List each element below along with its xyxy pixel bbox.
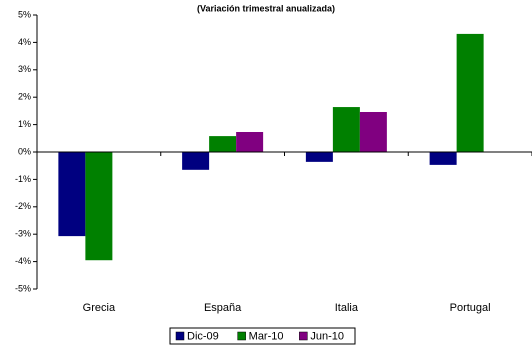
legend-swatch: [175, 331, 185, 341]
y-tick-label: -4%: [15, 256, 31, 266]
y-tick-label: -3%: [15, 229, 31, 239]
bar: [305, 152, 333, 162]
bar: [456, 33, 484, 152]
y-tick-label: 3%: [18, 64, 31, 74]
y-tick-label: 0%: [18, 146, 31, 156]
bar: [182, 152, 210, 170]
y-tick-label: 4%: [18, 37, 31, 47]
bar: [429, 152, 457, 165]
x-tick-label: Portugal: [450, 302, 491, 314]
bar: [85, 152, 113, 261]
legend-label: Dic-09: [187, 330, 219, 342]
x-tick-label: España: [204, 302, 242, 314]
bar: [209, 136, 237, 152]
legend-swatch: [237, 331, 246, 341]
legend-swatch: [299, 331, 308, 341]
y-tick-label: 1%: [18, 119, 31, 129]
x-tick-label: Italia: [335, 302, 359, 314]
bar: [332, 107, 360, 152]
bar: [236, 131, 264, 152]
y-tick-label: -2%: [15, 201, 31, 211]
legend-label: Jun-10: [310, 330, 344, 342]
y-tick-label: 5%: [18, 9, 31, 19]
y-tick-label: 2%: [18, 92, 31, 102]
legend-box: [169, 327, 356, 345]
bar: [58, 152, 86, 237]
bar: [359, 111, 387, 152]
legend-label: Mar-10: [249, 330, 284, 342]
y-tick-label: -1%: [15, 174, 31, 184]
y-tick-label: -5%: [15, 283, 31, 293]
x-tick-label: Grecia: [83, 302, 116, 314]
chart-title: (Variación trimestral anualizada): [197, 3, 335, 13]
